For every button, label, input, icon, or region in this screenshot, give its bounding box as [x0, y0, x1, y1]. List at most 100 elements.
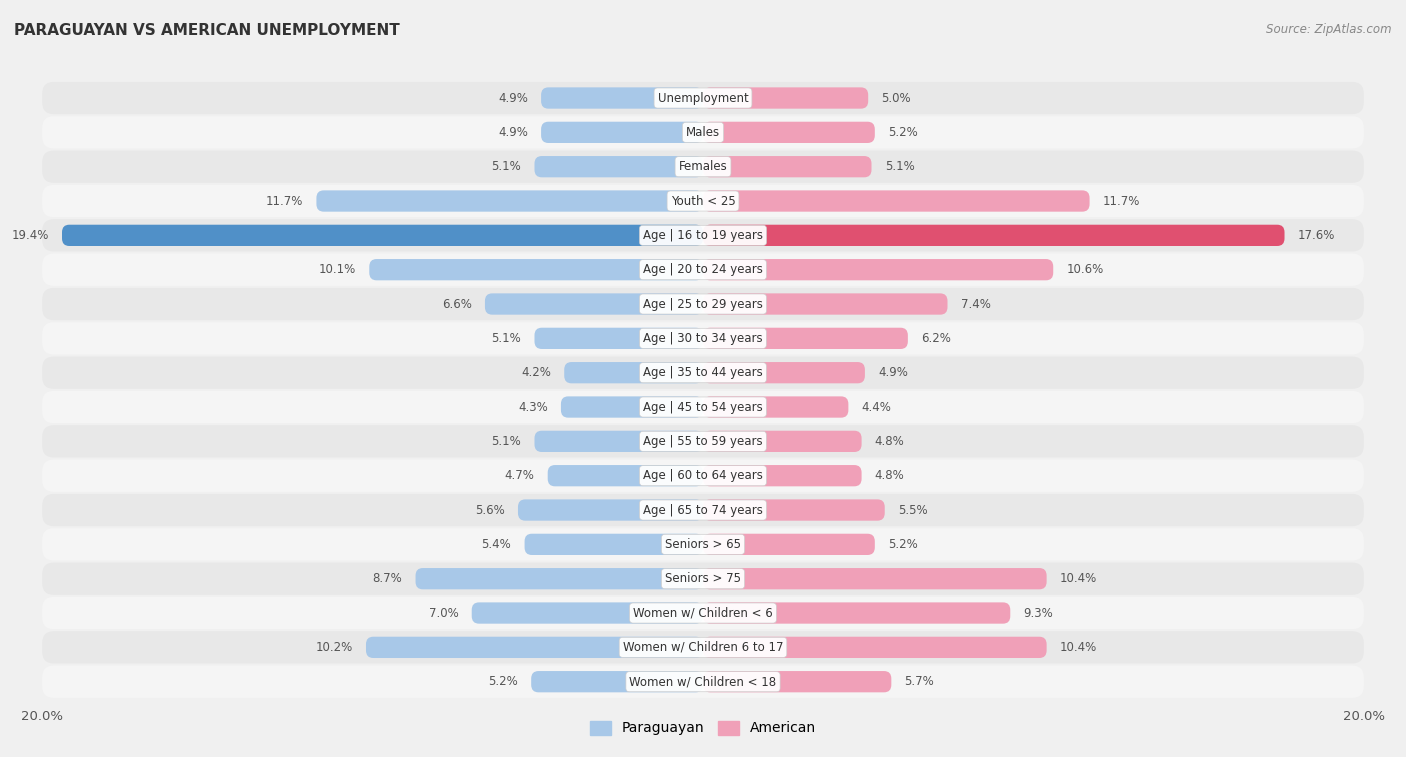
- Text: Women w/ Children 6 to 17: Women w/ Children 6 to 17: [623, 641, 783, 654]
- Text: 4.9%: 4.9%: [879, 366, 908, 379]
- Text: 10.4%: 10.4%: [1060, 572, 1097, 585]
- FancyBboxPatch shape: [548, 465, 703, 486]
- FancyBboxPatch shape: [531, 671, 703, 693]
- FancyBboxPatch shape: [703, 362, 865, 383]
- Text: Age | 20 to 24 years: Age | 20 to 24 years: [643, 263, 763, 276]
- Text: 10.1%: 10.1%: [319, 263, 356, 276]
- FancyBboxPatch shape: [703, 190, 1090, 212]
- Text: 5.0%: 5.0%: [882, 92, 911, 104]
- Text: Females: Females: [679, 160, 727, 173]
- FancyBboxPatch shape: [564, 362, 703, 383]
- FancyBboxPatch shape: [703, 500, 884, 521]
- Text: Source: ZipAtlas.com: Source: ZipAtlas.com: [1267, 23, 1392, 36]
- FancyBboxPatch shape: [703, 225, 1285, 246]
- Text: Age | 35 to 44 years: Age | 35 to 44 years: [643, 366, 763, 379]
- FancyBboxPatch shape: [534, 156, 703, 177]
- Text: Age | 65 to 74 years: Age | 65 to 74 years: [643, 503, 763, 516]
- Text: 4.9%: 4.9%: [498, 92, 527, 104]
- FancyBboxPatch shape: [703, 87, 868, 109]
- Text: 10.4%: 10.4%: [1060, 641, 1097, 654]
- FancyBboxPatch shape: [703, 397, 848, 418]
- Text: 10.6%: 10.6%: [1066, 263, 1104, 276]
- Text: 9.3%: 9.3%: [1024, 606, 1053, 619]
- FancyBboxPatch shape: [703, 568, 1046, 590]
- FancyBboxPatch shape: [42, 185, 1364, 217]
- FancyBboxPatch shape: [703, 156, 872, 177]
- Text: 4.3%: 4.3%: [517, 400, 548, 413]
- FancyBboxPatch shape: [534, 328, 703, 349]
- Text: Women w/ Children < 6: Women w/ Children < 6: [633, 606, 773, 619]
- FancyBboxPatch shape: [42, 151, 1364, 183]
- Text: 10.2%: 10.2%: [315, 641, 353, 654]
- Text: 7.4%: 7.4%: [960, 298, 991, 310]
- Text: Males: Males: [686, 126, 720, 139]
- FancyBboxPatch shape: [703, 328, 908, 349]
- FancyBboxPatch shape: [62, 225, 703, 246]
- FancyBboxPatch shape: [541, 87, 703, 109]
- FancyBboxPatch shape: [42, 82, 1364, 114]
- FancyBboxPatch shape: [416, 568, 703, 590]
- Text: 5.1%: 5.1%: [884, 160, 914, 173]
- FancyBboxPatch shape: [42, 254, 1364, 286]
- Legend: Paraguayan, American: Paraguayan, American: [583, 715, 823, 741]
- Text: 4.7%: 4.7%: [505, 469, 534, 482]
- FancyBboxPatch shape: [703, 534, 875, 555]
- FancyBboxPatch shape: [541, 122, 703, 143]
- Text: Age | 16 to 19 years: Age | 16 to 19 years: [643, 229, 763, 241]
- Text: 5.5%: 5.5%: [898, 503, 928, 516]
- FancyBboxPatch shape: [703, 603, 1011, 624]
- Text: 17.6%: 17.6%: [1298, 229, 1336, 241]
- Text: Seniors > 65: Seniors > 65: [665, 538, 741, 551]
- FancyBboxPatch shape: [534, 431, 703, 452]
- FancyBboxPatch shape: [42, 459, 1364, 492]
- FancyBboxPatch shape: [42, 597, 1364, 629]
- FancyBboxPatch shape: [561, 397, 703, 418]
- FancyBboxPatch shape: [42, 562, 1364, 595]
- Text: 8.7%: 8.7%: [373, 572, 402, 585]
- Text: Age | 55 to 59 years: Age | 55 to 59 years: [643, 435, 763, 448]
- FancyBboxPatch shape: [703, 294, 948, 315]
- Text: Women w/ Children < 18: Women w/ Children < 18: [630, 675, 776, 688]
- FancyBboxPatch shape: [42, 357, 1364, 389]
- FancyBboxPatch shape: [703, 122, 875, 143]
- Text: 5.1%: 5.1%: [492, 435, 522, 448]
- Text: Age | 30 to 34 years: Age | 30 to 34 years: [643, 332, 763, 345]
- Text: 4.8%: 4.8%: [875, 435, 904, 448]
- Text: 5.6%: 5.6%: [475, 503, 505, 516]
- FancyBboxPatch shape: [42, 391, 1364, 423]
- Text: 11.7%: 11.7%: [266, 195, 304, 207]
- FancyBboxPatch shape: [703, 637, 1046, 658]
- Text: Age | 60 to 64 years: Age | 60 to 64 years: [643, 469, 763, 482]
- Text: Youth < 25: Youth < 25: [671, 195, 735, 207]
- FancyBboxPatch shape: [524, 534, 703, 555]
- Text: 4.8%: 4.8%: [875, 469, 904, 482]
- Text: 19.4%: 19.4%: [11, 229, 49, 241]
- FancyBboxPatch shape: [42, 494, 1364, 526]
- FancyBboxPatch shape: [316, 190, 703, 212]
- FancyBboxPatch shape: [517, 500, 703, 521]
- FancyBboxPatch shape: [42, 425, 1364, 457]
- FancyBboxPatch shape: [370, 259, 703, 280]
- Text: PARAGUAYAN VS AMERICAN UNEMPLOYMENT: PARAGUAYAN VS AMERICAN UNEMPLOYMENT: [14, 23, 399, 38]
- FancyBboxPatch shape: [471, 603, 703, 624]
- FancyBboxPatch shape: [703, 431, 862, 452]
- FancyBboxPatch shape: [42, 528, 1364, 560]
- Text: 5.4%: 5.4%: [482, 538, 512, 551]
- FancyBboxPatch shape: [485, 294, 703, 315]
- Text: 6.6%: 6.6%: [441, 298, 471, 310]
- FancyBboxPatch shape: [42, 220, 1364, 251]
- FancyBboxPatch shape: [42, 117, 1364, 148]
- Text: 5.1%: 5.1%: [492, 160, 522, 173]
- Text: 4.4%: 4.4%: [862, 400, 891, 413]
- Text: Seniors > 75: Seniors > 75: [665, 572, 741, 585]
- FancyBboxPatch shape: [42, 322, 1364, 354]
- Text: 5.7%: 5.7%: [904, 675, 935, 688]
- Text: 4.9%: 4.9%: [498, 126, 527, 139]
- FancyBboxPatch shape: [42, 665, 1364, 698]
- Text: 6.2%: 6.2%: [921, 332, 950, 345]
- Text: Age | 45 to 54 years: Age | 45 to 54 years: [643, 400, 763, 413]
- Text: 4.2%: 4.2%: [522, 366, 551, 379]
- FancyBboxPatch shape: [42, 288, 1364, 320]
- Text: 11.7%: 11.7%: [1102, 195, 1140, 207]
- FancyBboxPatch shape: [703, 465, 862, 486]
